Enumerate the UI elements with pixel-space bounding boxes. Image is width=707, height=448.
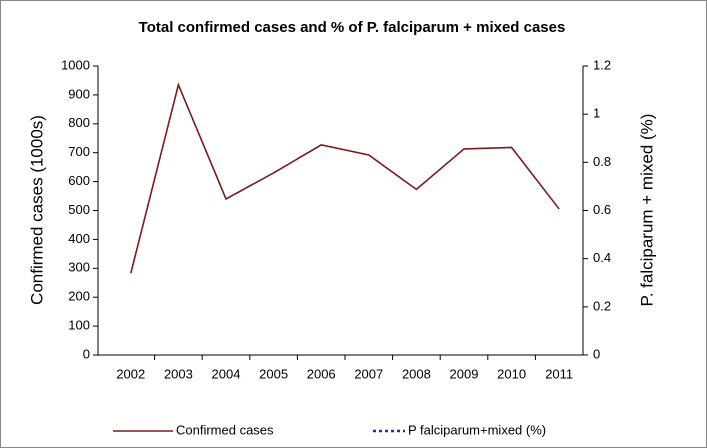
- x-tick-label: 2005: [259, 366, 288, 381]
- y-tick-label: 0: [83, 346, 90, 361]
- y-tick-label: 800: [68, 115, 90, 130]
- y2-tick-label: 0.6: [593, 202, 611, 217]
- y-tick-label: 200: [68, 289, 90, 304]
- series-line: [130, 82, 560, 274]
- y2-tick-label: 0.4: [593, 250, 611, 265]
- y-tick-label: 400: [68, 231, 90, 246]
- y2-axis-title: P. falciparum + mixed (%): [637, 114, 656, 307]
- y-axis-title: Confirmed cases (1000s): [27, 115, 46, 305]
- x-tick-label: 2010: [497, 366, 526, 381]
- x-tick-label: 2006: [307, 366, 336, 381]
- chart-title: Total confirmed cases and % of P. falcip…: [139, 19, 566, 36]
- x-tick-label: 2011: [545, 366, 573, 381]
- y-tick-label: 300: [68, 260, 90, 275]
- y-tick-label: 1000: [61, 57, 90, 72]
- y-tick-label: 100: [68, 318, 90, 333]
- y2-tick-label: 1: [593, 106, 600, 121]
- x-tick-label: 2009: [450, 366, 479, 381]
- y2-tick-label: 0: [593, 346, 600, 361]
- x-tick-label: 2003: [164, 366, 193, 381]
- y-tick-label: 500: [68, 202, 90, 217]
- x-tick-label: 2004: [212, 366, 241, 381]
- x-tick-label: 2008: [402, 366, 431, 381]
- x-tick-label: 2002: [116, 366, 145, 381]
- legend-label: P falciparum+mixed (%): [408, 422, 546, 437]
- x-tick-label: 2007: [354, 366, 383, 381]
- y-tick-label: 600: [68, 173, 90, 188]
- y-tick-label: 700: [68, 144, 90, 159]
- legend-label: Confirmed cases: [176, 422, 274, 437]
- y2-tick-label: 0.2: [593, 298, 611, 313]
- y-tick-label: 900: [68, 86, 90, 101]
- y2-tick-label: 0.8: [593, 154, 611, 169]
- y2-tick-label: 1.2: [593, 57, 611, 72]
